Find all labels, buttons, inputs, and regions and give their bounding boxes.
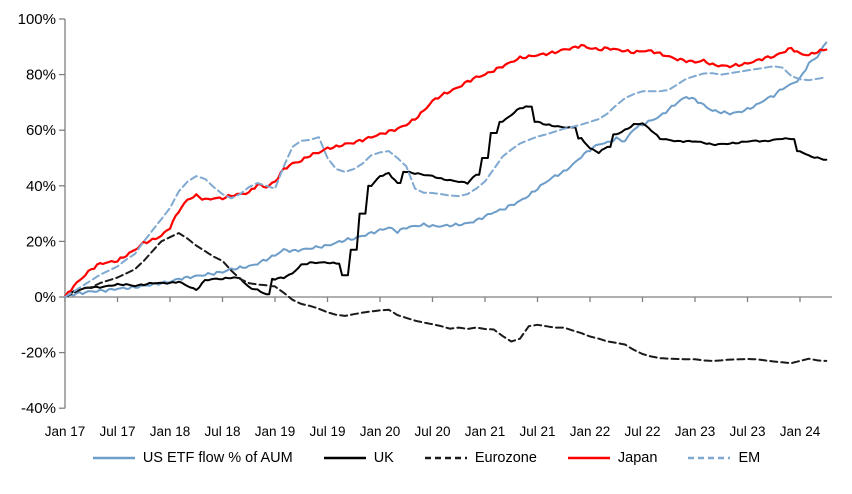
x-tick-label: Jul 23 — [729, 424, 765, 439]
chart-legend: US ETF flow % of AUM UK Eurozone Japan EM — [0, 450, 852, 466]
series-line-uk — [64, 105, 828, 298]
x-tick-label: Jul 17 — [99, 424, 135, 439]
y-tick-label: 40% — [26, 178, 56, 195]
series-line-em — [64, 65, 828, 298]
y-tick-label: -20% — [21, 345, 56, 362]
y-tick-label: 60% — [26, 122, 56, 139]
legend-line-sample-uk — [323, 456, 366, 460]
legend-item-japan: Japan — [567, 450, 658, 466]
legend-item-label: UK — [373, 450, 394, 466]
x-tick-label: Jan 20 — [360, 424, 401, 439]
x-tick-label: Jan 23 — [675, 424, 716, 439]
series-line-eurozone — [64, 232, 828, 365]
y-tick-label: 0% — [34, 289, 56, 306]
legend-item-em: EM — [687, 450, 760, 466]
legend-line-sample-eurozone — [424, 456, 467, 460]
legend-line-sample-em — [688, 456, 731, 460]
x-tick-label: Jan 22 — [570, 424, 611, 439]
x-tick-label: Jul 19 — [309, 424, 345, 439]
x-tick-label: Jan 17 — [45, 424, 86, 439]
legend-item-label: Japan — [617, 450, 658, 466]
x-tick-label: Jul 21 — [519, 424, 555, 439]
legend-item-eurozone: Eurozone — [424, 450, 537, 466]
x-tick-label: Jul 18 — [204, 424, 240, 439]
legend-item-label: US ETF flow % of AUM — [142, 450, 293, 466]
series-line-japan — [63, 43, 828, 298]
x-tick-label: Jul 20 — [414, 424, 450, 439]
series-line-us-etf-flow-of-aum — [64, 41, 828, 298]
legend-line-sample-us-etf-flow-of-aum — [92, 456, 135, 460]
y-tick-label: 20% — [26, 233, 56, 250]
x-tick-label: Jan 21 — [465, 424, 506, 439]
y-tick-label: -40% — [21, 400, 56, 417]
legend-line-sample-japan — [567, 456, 610, 460]
axes: 100% 80% 60% 40% 20% 0% -20% -40% Jan 17 Jul 17 Ja… — [18, 11, 832, 439]
chart-svg: 100% 80% 60% 40% 20% 0% -20% -40% Jan 17 Jul 17 Ja… — [18, 11, 832, 439]
x-tick-label: Jan 19 — [255, 424, 296, 439]
legend-item-label: EM — [738, 450, 761, 466]
x-tick-label: Jan 18 — [150, 424, 191, 439]
legend-item-uk: UK — [323, 450, 394, 466]
x-tick-label: Jan 24 — [780, 424, 821, 439]
legend-item-label: Eurozone — [474, 450, 537, 466]
legend-item-us-etf-flow-of-aum: US ETF flow % of AUM — [92, 450, 293, 466]
x-tick-label: Jul 22 — [624, 424, 660, 439]
y-tick-label: 80% — [26, 67, 56, 84]
y-tick-label: 100% — [18, 11, 56, 28]
